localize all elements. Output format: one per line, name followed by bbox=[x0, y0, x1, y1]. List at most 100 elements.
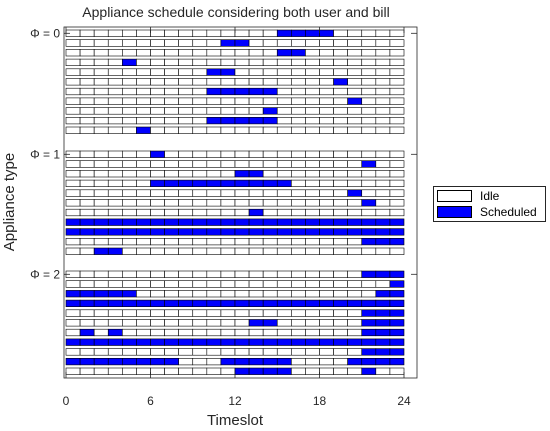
slot-cell-scheduled bbox=[389, 299, 405, 308]
slot-cell-scheduled bbox=[389, 228, 405, 236]
slot-cell-idle bbox=[319, 270, 334, 278]
slot-cell-idle bbox=[150, 290, 165, 298]
slot-cell-idle bbox=[192, 238, 208, 246]
slot-cell-idle bbox=[107, 270, 123, 278]
slot-cell-idle bbox=[375, 39, 391, 47]
slot-cell-scheduled bbox=[234, 228, 250, 236]
slot-cell-idle bbox=[305, 179, 320, 188]
slot-cell-scheduled bbox=[375, 309, 391, 317]
slot-cell-idle bbox=[319, 290, 334, 298]
slot-cell-idle bbox=[375, 160, 391, 168]
slot-cell-scheduled bbox=[248, 179, 264, 188]
slot-cell-scheduled bbox=[122, 58, 137, 66]
plot-frame bbox=[63, 26, 418, 379]
slot-cell-idle bbox=[79, 78, 95, 86]
slot-cell-idle bbox=[93, 126, 109, 134]
slot-cell-idle bbox=[178, 357, 194, 366]
slot-cell-idle bbox=[305, 49, 320, 57]
slot-cell-idle bbox=[220, 348, 236, 356]
slot-cell-idle bbox=[79, 189, 95, 197]
x-tick-label: 18 bbox=[313, 394, 327, 408]
slot-cell-idle bbox=[305, 150, 320, 158]
slot-cell-idle bbox=[276, 78, 292, 86]
slot-cell-idle bbox=[122, 39, 137, 47]
slot-cell-idle bbox=[262, 68, 278, 76]
slot-cell-scheduled bbox=[107, 290, 123, 298]
slot-cell-idle bbox=[305, 189, 320, 197]
slot-cell-idle bbox=[164, 39, 179, 47]
slot-cell-idle bbox=[276, 328, 292, 337]
slot-cell-scheduled bbox=[122, 299, 137, 308]
slot-cell-idle bbox=[248, 160, 264, 168]
slot-cell-idle bbox=[375, 150, 391, 158]
slot-cell-idle bbox=[107, 199, 123, 207]
slot-cell-scheduled bbox=[79, 228, 95, 236]
slot-cell-scheduled bbox=[150, 218, 165, 226]
slot-cell-idle bbox=[206, 247, 222, 255]
slot-cell-idle bbox=[248, 348, 264, 356]
slot-cell-idle bbox=[65, 39, 81, 47]
slot-cell-idle bbox=[291, 160, 306, 168]
slot-cell-idle bbox=[262, 199, 278, 207]
slot-cell-scheduled bbox=[234, 367, 250, 375]
slot-cell-idle bbox=[150, 49, 165, 57]
slot-cell-idle bbox=[65, 367, 81, 375]
slot-cell-idle bbox=[361, 87, 377, 96]
slot-cell-idle bbox=[389, 150, 405, 158]
slot-cell-idle bbox=[220, 319, 236, 327]
slot-cell-idle bbox=[206, 328, 222, 337]
slot-cell-idle bbox=[347, 107, 363, 115]
slot-cell-idle bbox=[220, 170, 236, 178]
slot-cell-idle bbox=[164, 78, 179, 86]
slot-cell-idle bbox=[93, 78, 109, 86]
slot-cell-idle bbox=[333, 290, 348, 298]
slot-cell-idle bbox=[150, 270, 165, 278]
slot-cell-idle bbox=[389, 179, 405, 188]
slot-cell-idle bbox=[65, 280, 81, 288]
slot-cell-idle bbox=[192, 107, 208, 115]
slot-cell-idle bbox=[220, 328, 236, 337]
slot-cell-idle bbox=[347, 170, 363, 178]
slot-cell-scheduled bbox=[248, 357, 264, 366]
slot-cell-idle bbox=[234, 78, 250, 86]
slot-cell-idle bbox=[248, 107, 264, 115]
slot-cell-scheduled bbox=[305, 299, 320, 308]
slot-cell-idle bbox=[122, 367, 137, 375]
slot-cell-idle bbox=[136, 97, 151, 105]
slot-cell-idle bbox=[375, 117, 391, 125]
slot-cell-idle bbox=[178, 97, 194, 105]
slot-cell-idle bbox=[206, 290, 222, 298]
slot-cell-scheduled bbox=[375, 348, 391, 356]
slot-cell-idle bbox=[389, 39, 405, 47]
slot-cell-idle bbox=[65, 348, 81, 356]
slot-cell-idle bbox=[333, 238, 348, 246]
slot-cell-scheduled bbox=[276, 218, 292, 226]
slot-cell-idle bbox=[234, 49, 250, 57]
slot-cell-idle bbox=[291, 68, 306, 76]
slot-cell-idle bbox=[291, 78, 306, 86]
slot-cell-idle bbox=[206, 238, 222, 246]
slot-cell-idle bbox=[93, 367, 109, 375]
slot-cell-idle bbox=[220, 97, 236, 105]
slot-cell-idle bbox=[178, 348, 194, 356]
slot-cell-idle bbox=[136, 170, 151, 178]
slot-cell-idle bbox=[347, 126, 363, 134]
slot-cell-idle bbox=[206, 348, 222, 356]
slot-cell-idle bbox=[150, 68, 165, 76]
slot-cell-idle bbox=[93, 238, 109, 246]
slot-cell-idle bbox=[136, 328, 151, 337]
slot-cell-idle bbox=[333, 97, 348, 105]
slot-cell-idle bbox=[107, 117, 123, 125]
slot-cell-scheduled bbox=[347, 299, 363, 308]
slot-cell-idle bbox=[389, 208, 405, 217]
x-ticks: 0 6 12 18 24 bbox=[63, 27, 411, 408]
slot-cell-idle bbox=[93, 170, 109, 178]
slot-cell-idle bbox=[347, 290, 363, 298]
slot-cell-idle bbox=[347, 367, 363, 375]
y-group-label: Φ = 0 bbox=[30, 26, 60, 40]
slot-cell-scheduled bbox=[136, 338, 151, 346]
slot-cell-idle bbox=[333, 280, 348, 288]
slot-cell-scheduled bbox=[248, 218, 264, 226]
slot-cell-idle bbox=[361, 97, 377, 105]
slot-cell-idle bbox=[389, 78, 405, 86]
